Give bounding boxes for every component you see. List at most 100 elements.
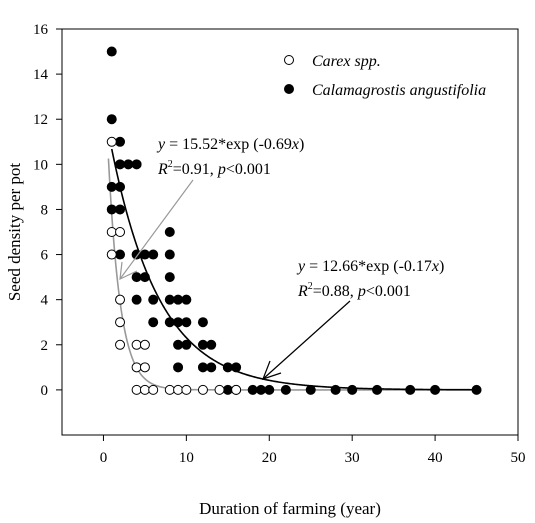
point-calamagrostis	[115, 136, 126, 147]
y-tick-label: 2	[41, 338, 49, 354]
point-calamagrostis	[430, 384, 441, 395]
point-calamagrostis	[139, 272, 150, 283]
point-carex	[106, 227, 117, 237]
point-calamagrostis	[115, 181, 126, 192]
point-carex	[131, 384, 142, 395]
point-calamagrostis	[206, 339, 217, 350]
annotation-carex: y = 15.52*exp (-0.69x) R2=0.91, p<0.001	[119, 136, 304, 281]
x-tick-label: 40	[428, 450, 443, 466]
point-calamagrostis	[347, 384, 358, 395]
legend-label-calamagrostis: Calamagrostis angustifolia	[312, 82, 486, 99]
point-calamagrostis	[164, 272, 175, 283]
point-calamagrostis	[164, 294, 175, 305]
legend-marker-carex	[284, 55, 294, 65]
point-calamagrostis	[106, 46, 117, 57]
point-calamagrostis	[164, 249, 175, 260]
point-carex	[131, 362, 142, 373]
y-tick-label: 0	[41, 383, 49, 399]
point-calamagrostis	[181, 294, 192, 305]
point-calamagrostis	[173, 294, 184, 305]
legend-label-carex: Carex spp.	[312, 53, 381, 70]
point-calamagrostis	[197, 362, 208, 373]
point-carex	[131, 339, 142, 350]
plot-frame	[61, 28, 519, 436]
y-tick-label: 4	[41, 293, 49, 309]
point-calamagrostis	[231, 362, 242, 373]
r2-carex: R2=0.91, p<0.001	[157, 159, 271, 178]
point-carex	[106, 249, 117, 260]
point-calamagrostis	[222, 362, 233, 373]
point-carex	[115, 317, 126, 328]
ticks: 0 10 20 30 40 50 0 2 4 6 8 10 12 14 16	[33, 22, 526, 466]
point-calamagrostis	[131, 272, 142, 283]
legend: Carex spp. Calamagrostis angustifolia	[284, 53, 486, 99]
y-tick-label: 10	[33, 157, 48, 173]
x-tick-label: 0	[100, 450, 108, 466]
point-calamagrostis	[206, 362, 217, 373]
point-calamagrostis	[148, 317, 159, 328]
point-calamagrostis	[139, 249, 150, 260]
point-carex	[214, 384, 225, 395]
x-tick-label: 10	[179, 450, 194, 466]
point-calamagrostis	[123, 159, 134, 170]
legend-marker-calamagrostis	[284, 84, 294, 94]
y-tick-label: 12	[33, 112, 48, 128]
point-calamagrostis	[106, 114, 117, 125]
data-points	[106, 46, 482, 395]
point-calamagrostis	[372, 384, 383, 395]
point-calamagrostis	[164, 227, 175, 237]
point-calamagrostis	[131, 294, 142, 305]
point-calamagrostis	[115, 249, 126, 260]
y-tick-label: 6	[41, 248, 49, 264]
x-axis-title: Duration of farming (year)	[199, 499, 381, 518]
y-tick-label: 8	[41, 202, 49, 218]
point-carex	[115, 339, 126, 350]
point-carex	[173, 384, 184, 395]
point-carex	[164, 384, 175, 395]
point-carex	[148, 384, 159, 395]
point-calamagrostis	[106, 204, 117, 215]
equation-calamagrostis: y = 12.66*exp (-0.17x)	[296, 258, 444, 275]
point-calamagrostis	[471, 384, 482, 395]
arrow-calamagrostis	[262, 300, 351, 380]
arrowhead-calamagrostis	[261, 360, 282, 380]
point-calamagrostis	[173, 317, 184, 328]
point-calamagrostis	[173, 362, 184, 373]
equation-carex: y = 15.52*exp (-0.69x)	[156, 136, 304, 153]
x-tick-label: 30	[345, 450, 360, 466]
point-calamagrostis	[330, 384, 341, 395]
point-calamagrostis	[115, 204, 126, 215]
point-calamagrostis	[405, 384, 416, 395]
point-carex	[139, 384, 150, 395]
point-calamagrostis	[197, 317, 208, 328]
point-calamagrostis	[131, 159, 142, 170]
annotation-calamagrostis: y = 12.66*exp (-0.17x) R2=0.88, p<0.001	[261, 258, 444, 380]
point-carex	[197, 384, 208, 395]
point-carex	[115, 227, 126, 237]
x-tick-label: 50	[511, 450, 526, 466]
point-calamagrostis	[280, 384, 291, 395]
point-carex	[231, 384, 242, 395]
y-tick-label: 16	[33, 22, 49, 38]
point-carex	[139, 339, 150, 350]
arrow-carex	[119, 179, 194, 280]
point-calamagrostis	[255, 384, 266, 395]
axes	[61, 28, 519, 436]
point-calamagrostis	[106, 181, 117, 192]
point-calamagrostis	[173, 339, 184, 350]
r2-calamagrostis: R2=0.88, p<0.001	[297, 281, 411, 300]
point-calamagrostis	[115, 159, 126, 170]
point-calamagrostis	[164, 317, 175, 328]
point-carex	[115, 294, 126, 305]
y-tick-label: 14	[33, 67, 49, 83]
point-calamagrostis	[148, 294, 159, 305]
point-calamagrostis	[222, 384, 233, 395]
arrowhead-carex	[119, 261, 138, 281]
x-tick-label: 20	[262, 450, 277, 466]
point-calamagrostis	[181, 317, 192, 328]
point-calamagrostis	[264, 384, 275, 395]
point-calamagrostis	[305, 384, 316, 395]
point-calamagrostis	[247, 384, 258, 395]
point-carex	[139, 362, 150, 373]
